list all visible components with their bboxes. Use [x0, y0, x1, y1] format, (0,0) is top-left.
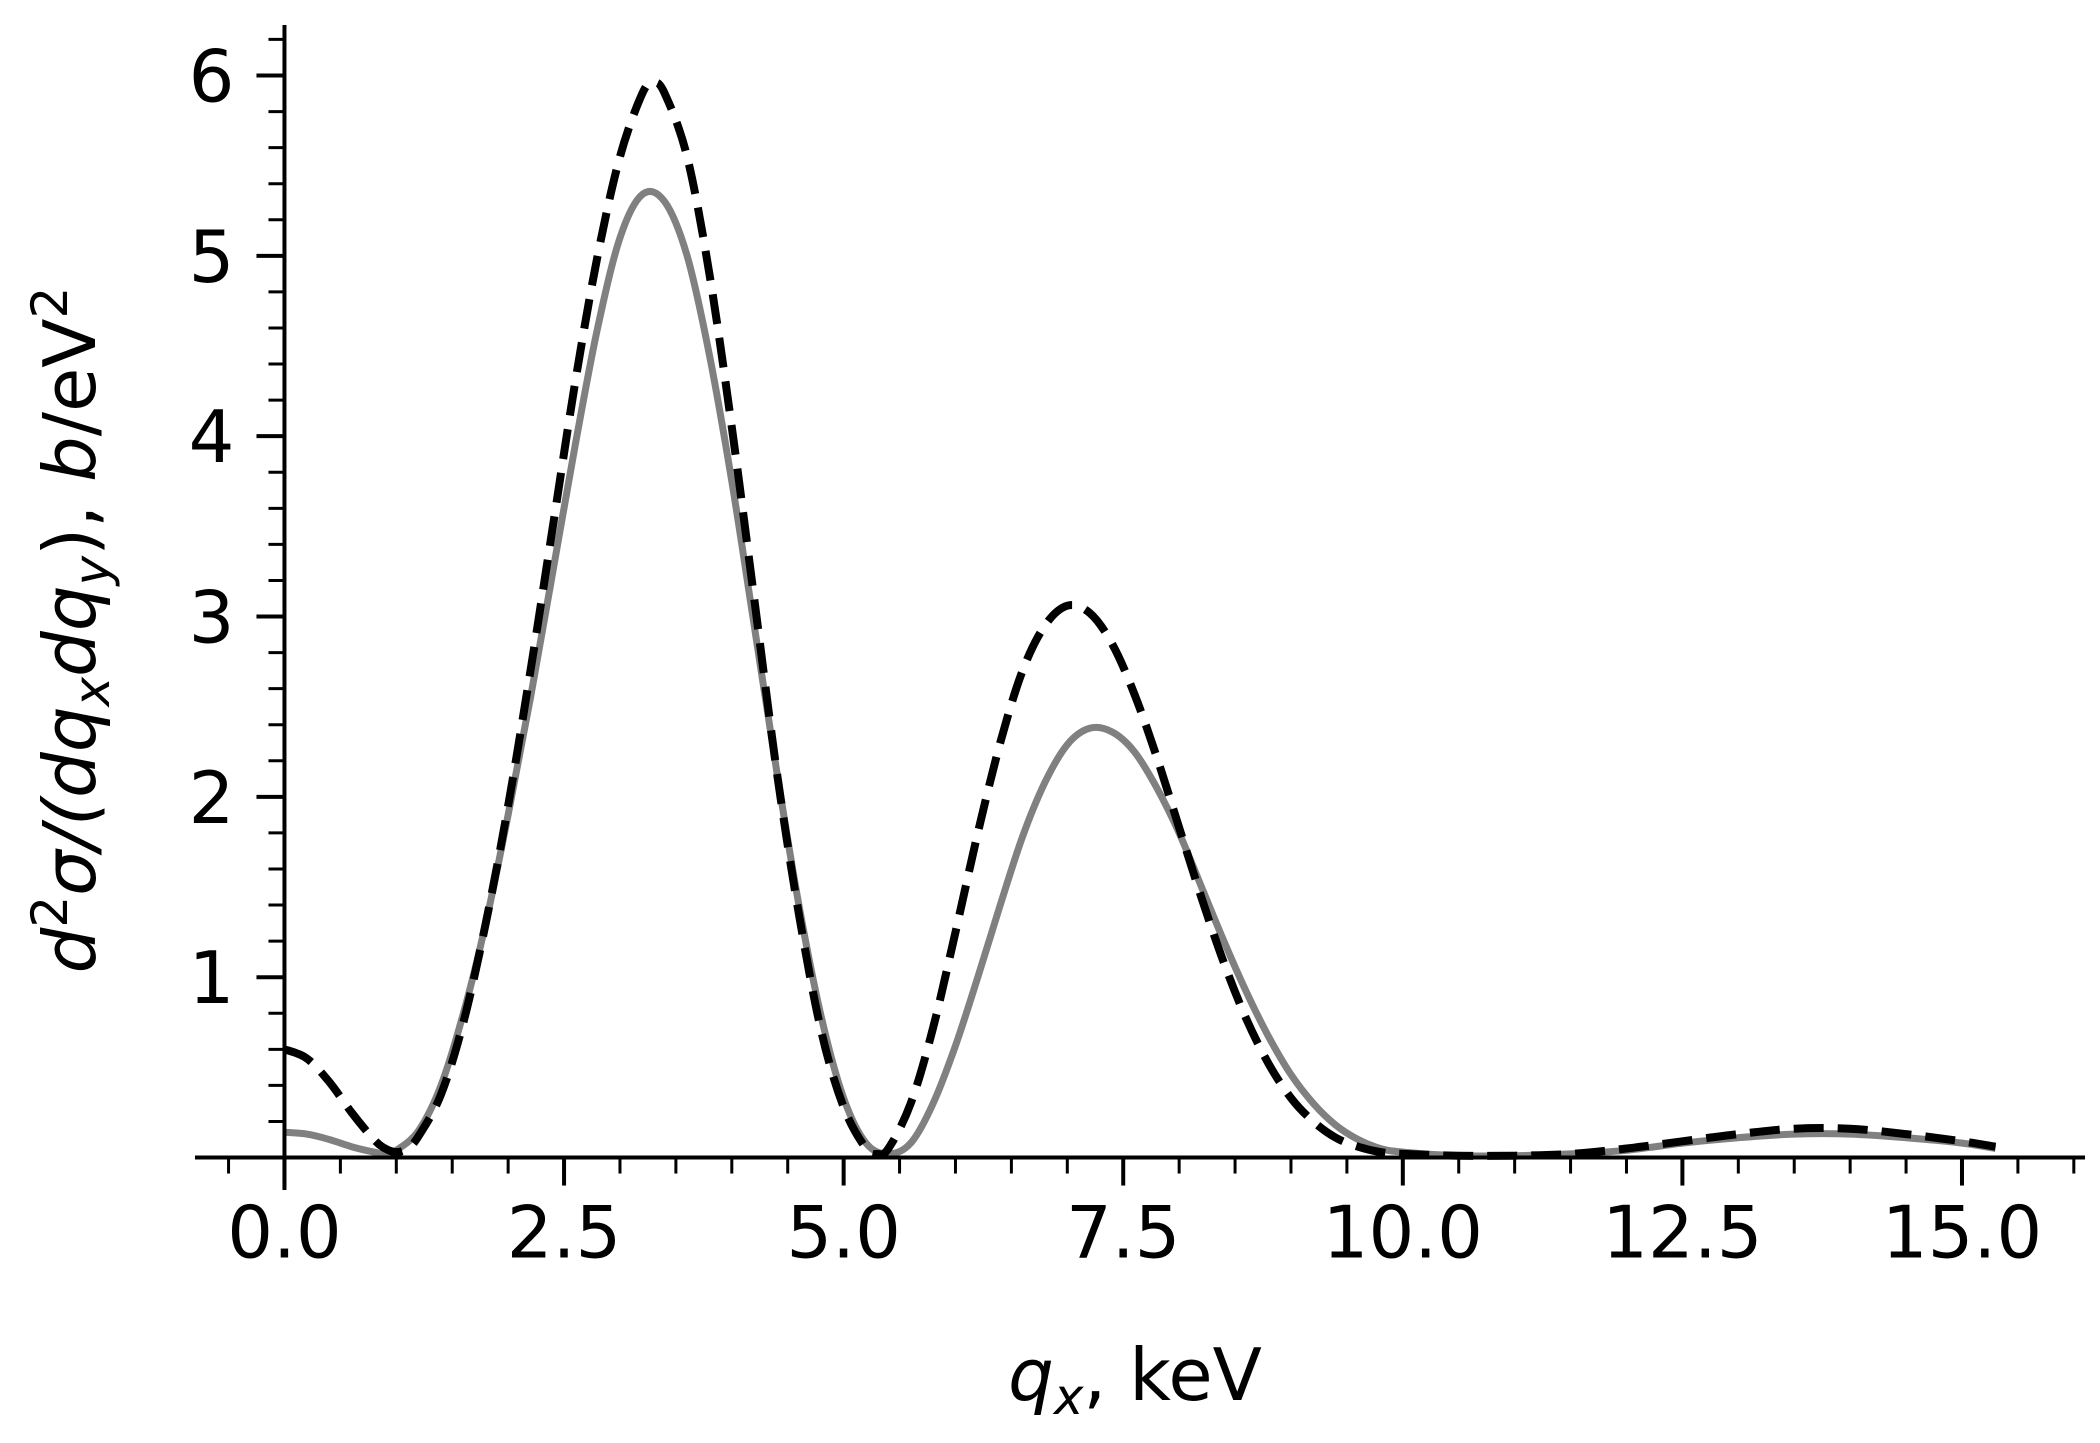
series-line-2-dashed	[282, 78, 1997, 1160]
x-axis-title-var: q	[1008, 1333, 1054, 1417]
x-axis-title-rest: , keV	[1083, 1333, 1261, 1417]
series-line-1-solid	[284, 187, 1997, 1160]
y-tick-label: 4	[189, 395, 235, 479]
y-axis-title-sigma: σ/(dq	[28, 706, 112, 895]
y-axis-title-unit-rest: /eV	[28, 318, 112, 436]
x-tick-label: 7.5	[1066, 1191, 1181, 1275]
y-axis-title-close: ),	[28, 482, 112, 556]
y-ticks: 1 2 3 4 5 6	[189, 34, 285, 1123]
axes-layer: 0.0 2.5 5.0 7.5 10.0 12.5 15.0 1 2 3 4 5 6	[189, 25, 2085, 1275]
x-tick-label: 10.0	[1323, 1191, 1483, 1275]
x-ticks: 0.0 2.5 5.0 7.5 10.0 12.5 15.0	[227, 1157, 2076, 1275]
y-axis-title-unit-b: b	[28, 436, 112, 482]
series-layer	[282, 78, 1997, 1160]
x-tick-label: 5.0	[786, 1191, 901, 1275]
x-tick-label: 0.0	[227, 1191, 342, 1275]
y-axis-title-unit-sup: 2	[21, 287, 79, 319]
y-axis-title-d-sup: 2	[21, 896, 79, 928]
x-tick-label: 15.0	[1882, 1191, 2042, 1275]
y-axis-title-mid: dq	[28, 585, 112, 676]
y-axis-title-sub2: y	[63, 554, 121, 587]
y-tick-label: 2	[189, 756, 235, 840]
x-axis-title-sub: x	[1052, 1368, 1084, 1426]
y-axis-title: d2σ/(dqxdqy), b/eV2	[21, 287, 121, 974]
x-axis-title: qx, keV	[1008, 1333, 1262, 1426]
y-tick-label: 3	[189, 576, 235, 660]
y-axis-title-sub1: x	[63, 676, 121, 708]
y-axis-title-d: d	[28, 926, 112, 973]
y-tick-label: 1	[189, 936, 235, 1020]
y-tick-label: 5	[189, 215, 235, 299]
y-tick-label: 6	[189, 34, 235, 118]
x-tick-label: 12.5	[1602, 1191, 1762, 1275]
x-tick-label: 2.5	[507, 1191, 622, 1275]
